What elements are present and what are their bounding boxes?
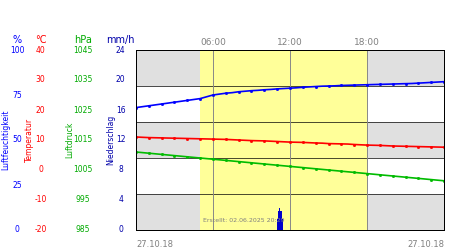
Bar — [136, 122, 444, 158]
Text: 8: 8 — [118, 166, 123, 174]
Bar — [277, 219, 278, 230]
Text: 30: 30 — [36, 76, 45, 84]
Text: 1015: 1015 — [74, 136, 93, 144]
Bar — [278, 211, 279, 230]
Bar — [279, 208, 280, 230]
Text: -10: -10 — [34, 196, 47, 204]
Text: 27.10.18: 27.10.18 — [136, 240, 173, 249]
Text: 20: 20 — [116, 76, 126, 84]
Bar — [136, 194, 444, 230]
Bar — [136, 50, 444, 86]
Text: 27.10.18: 27.10.18 — [407, 240, 444, 249]
Text: 40: 40 — [36, 46, 45, 54]
Bar — [282, 219, 283, 230]
Text: 1025: 1025 — [74, 106, 93, 114]
Text: 10: 10 — [36, 136, 45, 144]
Text: 50: 50 — [12, 136, 22, 144]
Text: 25: 25 — [12, 180, 22, 190]
Text: °C: °C — [35, 35, 46, 45]
Text: 0: 0 — [15, 226, 19, 234]
Text: Luftdruck: Luftdruck — [65, 122, 74, 158]
Text: 985: 985 — [76, 226, 90, 234]
Text: 20: 20 — [36, 106, 45, 114]
Bar — [136, 158, 444, 194]
Text: 100: 100 — [10, 46, 24, 54]
Text: 12: 12 — [116, 136, 126, 144]
Text: 0: 0 — [38, 166, 43, 174]
Text: 4: 4 — [118, 196, 123, 204]
Text: 24: 24 — [116, 46, 126, 54]
Text: Temperatur: Temperatur — [25, 118, 34, 162]
Text: %: % — [13, 35, 22, 45]
Text: 0: 0 — [118, 226, 123, 234]
Text: hPa: hPa — [74, 35, 92, 45]
Text: 1045: 1045 — [73, 46, 93, 54]
Text: 16: 16 — [116, 106, 126, 114]
Bar — [136, 86, 444, 122]
Text: Luftfeuchtigkeit: Luftfeuchtigkeit — [1, 110, 10, 170]
Text: Niederschlag: Niederschlag — [106, 115, 115, 165]
Text: mm/h: mm/h — [106, 35, 135, 45]
Text: 1005: 1005 — [73, 166, 93, 174]
Bar — [200, 50, 367, 230]
Bar — [280, 211, 282, 230]
Text: 995: 995 — [76, 196, 90, 204]
Text: -20: -20 — [34, 226, 47, 234]
Text: Erstellt: 02.06.2025 20:29: Erstellt: 02.06.2025 20:29 — [203, 218, 284, 223]
Text: 1035: 1035 — [73, 76, 93, 84]
Text: 75: 75 — [12, 90, 22, 100]
